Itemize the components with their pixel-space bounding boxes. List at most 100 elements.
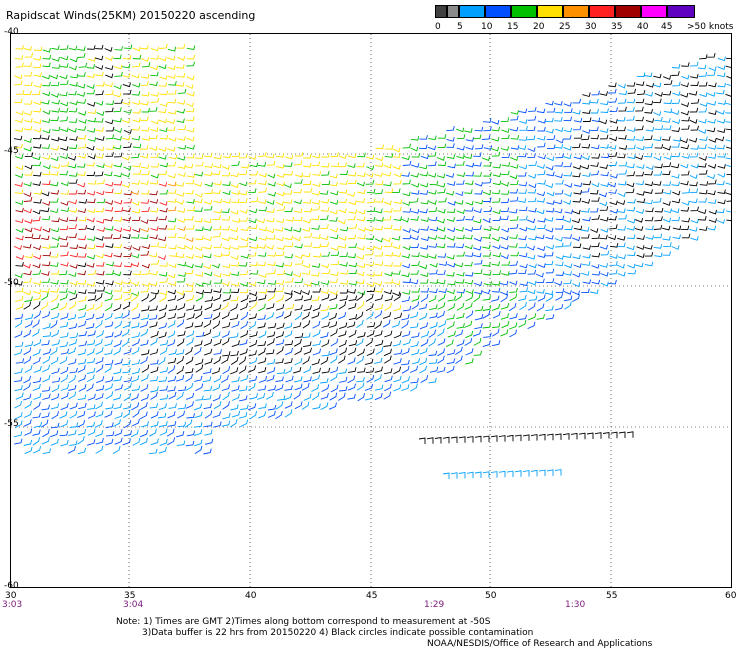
wind-barb xyxy=(265,349,275,355)
wind-barb xyxy=(500,215,509,221)
wind-barb xyxy=(491,261,501,267)
wind-barb xyxy=(195,282,204,288)
wind-barb xyxy=(284,340,294,346)
wind-barb xyxy=(176,366,185,375)
wind-barb xyxy=(581,288,590,294)
wind-barb xyxy=(68,45,78,51)
legend-swatch-6 xyxy=(563,5,589,18)
wind-barb xyxy=(708,66,717,72)
wind-barb xyxy=(672,119,681,125)
wind-barb xyxy=(131,253,140,259)
wind-barb xyxy=(312,252,322,258)
wind-barb xyxy=(176,293,185,301)
wind-barb xyxy=(186,198,195,204)
wind-barb xyxy=(582,99,591,105)
wind-barb xyxy=(681,116,690,122)
wind-barb xyxy=(392,252,402,258)
wind-barb xyxy=(204,205,213,211)
wind-barb xyxy=(32,161,42,167)
wind-barb xyxy=(131,313,141,320)
wind-barb xyxy=(420,226,429,231)
wind-barb xyxy=(41,261,51,267)
wind-barb xyxy=(618,161,628,167)
legend-swatch-0 xyxy=(435,5,447,18)
wind-barb xyxy=(338,236,347,241)
wind-barb xyxy=(231,160,240,167)
wind-barb xyxy=(410,378,419,384)
wind-barb xyxy=(708,163,717,169)
wind-barb xyxy=(159,134,169,140)
wind-barb xyxy=(357,209,366,215)
wind-barb xyxy=(230,419,238,428)
wind-barb xyxy=(275,311,284,319)
wind-barb xyxy=(266,228,275,234)
wind-barb xyxy=(492,270,502,276)
wind-barb xyxy=(77,235,87,241)
wind-barb xyxy=(69,264,78,269)
wind-barb xyxy=(366,287,376,292)
wind-barb xyxy=(240,374,249,382)
wind-barb xyxy=(87,102,96,107)
wind-barb xyxy=(455,191,464,196)
wind-barb xyxy=(635,171,645,177)
wind-barb xyxy=(321,321,330,328)
wind-barb xyxy=(320,392,329,400)
wind-barb xyxy=(428,350,438,356)
wind-barb xyxy=(104,364,113,373)
wind-barb xyxy=(509,260,518,267)
wind-barb xyxy=(213,278,223,284)
wind-barb xyxy=(211,263,220,269)
wind-barb xyxy=(167,98,177,104)
wind-barb xyxy=(634,217,644,223)
wind-barb xyxy=(86,339,96,346)
wind-barb xyxy=(392,188,401,194)
wind-barb xyxy=(248,155,257,160)
wind-barb xyxy=(374,251,384,257)
wind-barb xyxy=(258,273,267,278)
wind-barb xyxy=(545,314,555,320)
wind-barb xyxy=(131,233,140,239)
wind-barb xyxy=(528,183,537,189)
wind-barb xyxy=(257,340,267,347)
wind-barb xyxy=(15,358,25,364)
wind-barb xyxy=(627,127,636,133)
wind-barb xyxy=(500,313,510,320)
wind-barb xyxy=(374,225,384,231)
wind-barb xyxy=(150,420,159,428)
wind-barb xyxy=(33,171,42,177)
wind-barb xyxy=(204,313,213,320)
wind-barb xyxy=(167,161,176,167)
wind-barb xyxy=(393,199,403,205)
wind-barb xyxy=(303,153,312,159)
wind-barb xyxy=(699,181,709,186)
wind-barb xyxy=(86,171,96,177)
wind-barb xyxy=(474,471,482,478)
wind-barb xyxy=(500,280,509,286)
wind-barb xyxy=(42,429,50,438)
wind-barb xyxy=(186,91,195,97)
wind-barb xyxy=(33,338,42,347)
wind-barb xyxy=(41,118,51,124)
wind-barb xyxy=(312,243,322,249)
legend-swatch-1 xyxy=(447,5,459,18)
wind-barb xyxy=(275,287,284,292)
wind-barb xyxy=(113,152,123,158)
wind-barb xyxy=(42,109,51,115)
wind-barb xyxy=(420,272,429,277)
wind-barb xyxy=(564,263,573,269)
wind-barb xyxy=(474,126,484,132)
wind-barb xyxy=(303,365,312,374)
wind-barb xyxy=(680,82,689,88)
wind-barb xyxy=(230,367,239,375)
wind-barb xyxy=(725,102,731,105)
wind-barb xyxy=(338,392,346,401)
wind-barb xyxy=(654,188,664,194)
wind-barb xyxy=(229,314,239,321)
wind-barb xyxy=(546,200,555,205)
wind-barb xyxy=(420,338,429,347)
wind-barb xyxy=(653,244,663,249)
wind-barb xyxy=(213,243,223,248)
wind-barb xyxy=(600,171,609,177)
wind-barb xyxy=(86,357,96,364)
wind-barb xyxy=(402,228,411,233)
